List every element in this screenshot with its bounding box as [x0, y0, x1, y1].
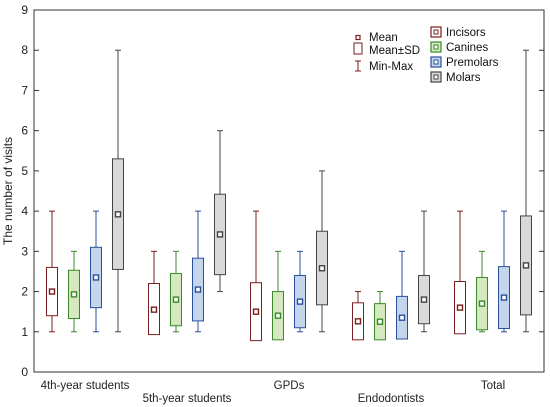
- legend-sd-symbol: [353, 42, 363, 55]
- box-molars-4: [520, 49, 532, 333]
- box-premolars-1: [192, 210, 204, 333]
- category-label: GPDs: [274, 380, 305, 392]
- y-tick-label: 9: [21, 3, 28, 17]
- box-premolars-0: [90, 210, 102, 333]
- category-label: Total: [481, 380, 505, 392]
- mean-marker: [252, 308, 260, 315]
- legend-mean-label: Mean: [369, 32, 398, 44]
- category-label: 4th-year students: [41, 380, 130, 392]
- box-canines-1: [170, 250, 182, 333]
- box-incisors-3: [352, 291, 364, 341]
- legend-minmax-label: Min-Max: [369, 61, 413, 73]
- mean-marker: [478, 300, 486, 307]
- mean-marker: [354, 318, 362, 325]
- legend-label-molars: Molars: [446, 72, 481, 84]
- box-canines-4: [476, 250, 488, 333]
- mean-marker: [48, 288, 56, 295]
- y-tick-label: 1: [21, 325, 28, 339]
- mean-marker: [500, 294, 508, 301]
- y-tick-label: 4: [21, 204, 28, 218]
- box-premolars-2: [294, 250, 306, 333]
- legend-swatch-mean-molars: [433, 74, 439, 80]
- mean-marker: [456, 304, 464, 311]
- mean-marker: [420, 296, 428, 303]
- legend-mean-symbol: [355, 34, 361, 41]
- box-premolars-3: [396, 250, 408, 340]
- box-series: [46, 49, 532, 342]
- legend-label-canines: Canines: [446, 42, 488, 54]
- mean-marker: [274, 312, 282, 319]
- mean-marker: [70, 291, 78, 298]
- legend-label-incisors: Incisors: [446, 27, 486, 39]
- y-tick-label: 7: [21, 83, 28, 97]
- mean-marker: [150, 306, 158, 313]
- mean-marker: [522, 262, 530, 269]
- box-molars-0: [112, 49, 124, 333]
- box-canines-0: [68, 250, 80, 333]
- y-axis: 0 1 2 3 4 5 6 7 8 9: [21, 3, 544, 379]
- y-tick-label: 6: [21, 124, 28, 138]
- mean-marker: [216, 231, 224, 238]
- mean-marker: [194, 286, 202, 293]
- box-canines-3: [374, 291, 386, 341]
- box-canines-2: [272, 250, 284, 341]
- box-molars-3: [418, 210, 430, 333]
- mean-marker: [92, 274, 100, 281]
- y-tick-label: 8: [21, 43, 28, 57]
- legend-sd-label: Mean±SD: [369, 45, 420, 57]
- box-premolars-4: [498, 210, 510, 333]
- box-molars-2: [316, 170, 328, 333]
- mean-marker: [398, 314, 406, 321]
- y-tick-label: 5: [21, 164, 28, 178]
- box-incisors-2: [250, 210, 262, 342]
- mean-marker: [296, 298, 304, 305]
- category-labels: 4th-year students 5th-year students GPDs En…: [41, 380, 506, 405]
- box-incisors-4: [454, 210, 466, 335]
- y-tick-label: 3: [21, 244, 28, 258]
- legend-label-premolars: Premolars: [446, 57, 499, 69]
- mean-marker: [318, 265, 326, 272]
- y-tick-label: 2: [21, 285, 28, 299]
- box-incisors-0: [46, 210, 58, 333]
- box-molars-1: [214, 130, 226, 293]
- legend-swatch-mean-premolars: [433, 59, 439, 65]
- mean-marker: [114, 211, 122, 218]
- mean-marker: [376, 318, 384, 325]
- category-label: Endodontists: [358, 393, 425, 405]
- legend-swatch-mean-canines: [433, 44, 439, 50]
- box-incisors-1: [148, 250, 160, 336]
- y-axis-label: The number of visits: [1, 137, 15, 245]
- y-tick-label: 0: [21, 365, 28, 379]
- legend-swatch-mean-incisors: [433, 29, 439, 35]
- category-label: 5th-year students: [143, 393, 232, 405]
- mean-marker: [172, 296, 180, 303]
